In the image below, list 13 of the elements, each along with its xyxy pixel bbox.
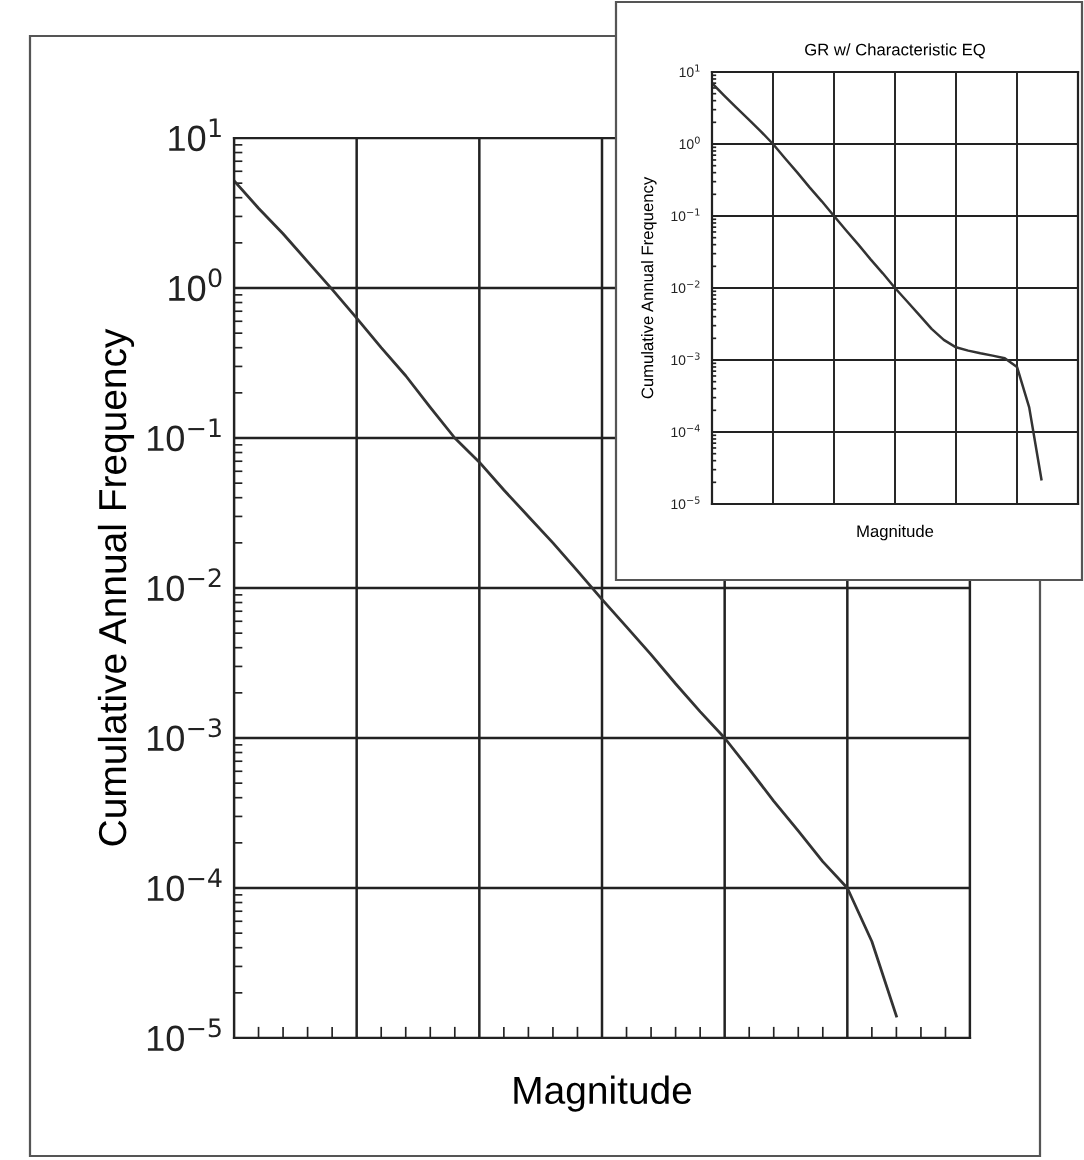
y-tick-label: 10$^{−5}$ <box>147 1018 221 1052</box>
line-series <box>712 81 1043 481</box>
y-tick-label: 10$^{−4}$ <box>147 868 222 902</box>
x-axis-title: Magnitude <box>857 524 934 541</box>
y-tick-label: 10$^{−2}$ <box>147 568 221 602</box>
y-tick-label: 10$^{0}$ <box>169 268 222 302</box>
y-axis-title: Cumulative Annual Frequency <box>641 176 657 399</box>
chart-title: GR w/ Characteristic EQ <box>805 43 985 59</box>
x-axis-title: Magnitude <box>514 1075 692 1112</box>
y-tick-label: 10$^{−3}$ <box>147 718 221 752</box>
y-tick-label: 10$^{1}$ <box>169 118 221 152</box>
y-axis-title: Cumulative Annual Frequency <box>97 328 135 846</box>
y-tick-label: 10$^{−1}$ <box>147 418 221 452</box>
